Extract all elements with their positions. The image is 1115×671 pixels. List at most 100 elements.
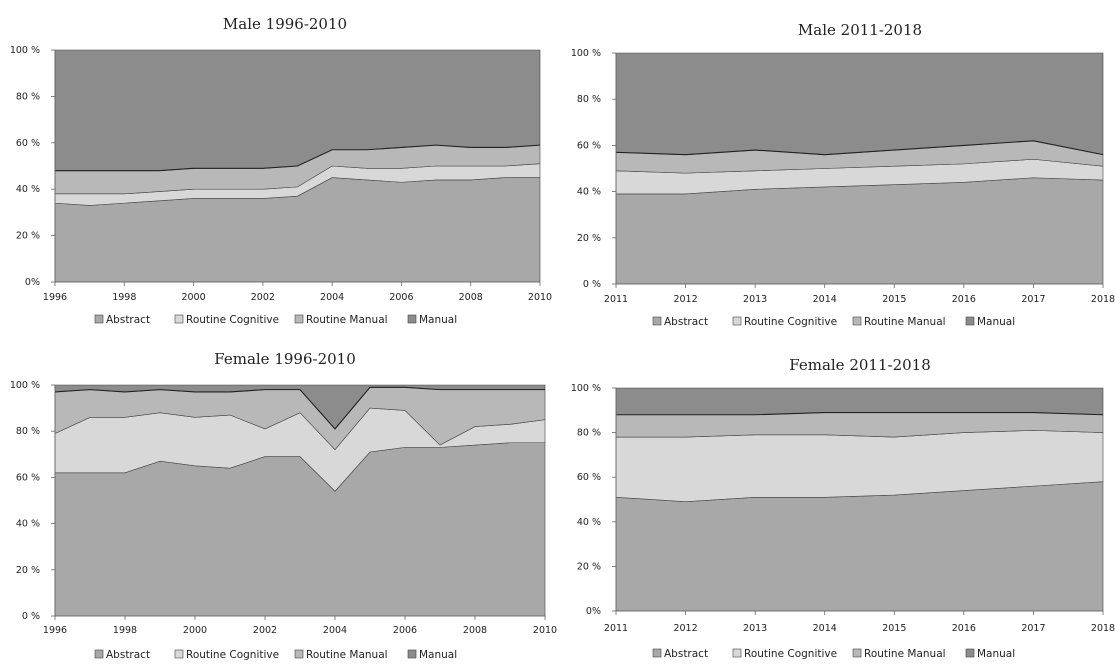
y-tick-label: 40 % [577, 187, 601, 198]
x-tick-label: 2015 [882, 294, 906, 305]
chart-male-1996-2010: Male 1996-2010 0% 20 % 40 % 60 % 80 % 100 % 199… [0, 0, 560, 335]
legend-swatch-routine-manual [852, 316, 862, 326]
legend-label-manual: Manual [977, 648, 1015, 660]
legend-label-abstract: Abstract [664, 648, 708, 660]
y-tick-label: 80 % [16, 91, 40, 102]
y-tick-label: 80 % [577, 94, 601, 105]
legend-label-manual: Manual [977, 316, 1015, 328]
x-tick-label: 2017 [1021, 294, 1045, 305]
x-tick-label: 2015 [882, 623, 906, 634]
legend-label-routine-manual: Routine Manual [864, 648, 946, 660]
legend-swatch-manual [407, 649, 417, 659]
legend-label-abstract: Abstract [664, 316, 708, 328]
area-manual [615, 52, 1104, 156]
series-boundary-line [615, 140, 1104, 156]
chart-title: Male 2011-2018 [798, 21, 922, 39]
x-tick-label: 2012 [673, 294, 697, 305]
x-tick-label: 2012 [673, 623, 697, 634]
x-tick-label: 2014 [813, 623, 837, 634]
x-tick-label: 2017 [1021, 623, 1045, 634]
y-tick-label: 0% [25, 277, 40, 288]
chart-female-1996-2010: Female 1996-2010 0 % 20 % 40 % 60 % 80 % 100 %… [0, 335, 560, 666]
legend-swatch-routine-cognitive [174, 649, 184, 659]
y-tick-label: 20 % [577, 233, 601, 244]
legend-swatch-manual [965, 316, 975, 326]
legend-swatch-abstract [94, 314, 104, 324]
legend-label-routine-cognitive: Routine Cognitive [186, 649, 279, 661]
legend-swatch-abstract [94, 649, 104, 659]
x-tick-label: 2004 [320, 292, 344, 303]
legend-label-routine-manual: Routine Manual [306, 649, 388, 661]
y-tick-label: 60 % [16, 138, 40, 149]
y-tick-label: 0 % [22, 611, 40, 622]
area-manual [615, 387, 1104, 416]
x-tick-label: 2008 [459, 292, 483, 303]
y-tick-label: 20 % [577, 561, 601, 572]
x-tick-label: 1996 [43, 292, 67, 303]
x-tick-label: 2018 [1091, 294, 1115, 305]
x-tick-label: 2011 [604, 294, 628, 305]
x-tick-label: 2011 [604, 623, 628, 634]
y-tick-label: 60 % [577, 140, 601, 151]
x-tick-label: 2016 [952, 623, 976, 634]
x-tick-label: 1996 [43, 625, 67, 636]
chart-title: Male 1996-2010 [223, 15, 347, 33]
chart-svg: Female 1996-2010 0 % 20 % 40 % 60 % 80 % 100 %… [10, 350, 557, 661]
legend-swatch-routine-manual [294, 314, 304, 324]
y-tick-label: 0 % [583, 279, 601, 290]
chart-svg: Male 1996-2010 0% 20 % 40 % 60 % 80 % 100 % 199… [10, 15, 552, 326]
legend-label-routine-manual: Routine Manual [306, 314, 388, 326]
legend-swatch-manual [965, 648, 975, 658]
series-boundary-line [616, 411, 1104, 416]
chart-svg: Female 2011-2018 0% 20 % 40 % 60 % 80 % 100 % 2… [571, 356, 1115, 660]
y-tick-label: 100 % [571, 383, 601, 394]
x-tick-label: 2006 [393, 625, 417, 636]
x-tick-label: 2002 [251, 292, 275, 303]
series-boundary-line [55, 144, 541, 172]
x-tick-label: 2006 [389, 292, 413, 303]
x-tick-label: 2013 [743, 294, 767, 305]
y-tick-label: 0% [586, 606, 601, 617]
x-tick-label: 2004 [323, 625, 347, 636]
x-tick-label: 1998 [112, 292, 136, 303]
legend-label-routine-cognitive: Routine Cognitive [744, 316, 837, 328]
chart-title: Female 2011-2018 [789, 356, 931, 374]
y-tick-label: 60 % [16, 472, 40, 483]
y-tick-label: 100 % [571, 48, 601, 59]
x-tick-label: 2002 [253, 625, 277, 636]
series-boundary-line [54, 386, 545, 430]
chart-male-2011-2018: Male 2011-2018 0 % 20 % 40 % 60 % 80 % 100 % 20… [560, 0, 1115, 335]
legend-label-abstract: Abstract [106, 314, 150, 326]
legend-swatch-routine-manual [852, 648, 862, 658]
legend-swatch-routine-cognitive [732, 648, 742, 658]
chart-svg: Male 2011-2018 0 % 20 % 40 % 60 % 80 % 100 % 20… [571, 21, 1115, 328]
x-tick-label: 2010 [533, 625, 557, 636]
y-tick-label: 80 % [16, 426, 40, 437]
x-tick-label: 2016 [952, 294, 976, 305]
y-tick-label: 60 % [577, 472, 601, 483]
x-tick-label: 2013 [743, 623, 767, 634]
legend-swatch-routine-cognitive [732, 316, 742, 326]
chart-title: Female 1996-2010 [214, 350, 356, 368]
x-tick-label: 2014 [813, 294, 837, 305]
y-tick-label: 100 % [10, 380, 40, 391]
y-tick-label: 100 % [10, 45, 40, 56]
legend-label-routine-cognitive: Routine Cognitive [186, 314, 279, 326]
y-tick-label: 40 % [16, 184, 40, 195]
y-tick-label: 80 % [577, 428, 601, 439]
legend-label-routine-manual: Routine Manual [864, 316, 946, 328]
legend-label-routine-cognitive: Routine Cognitive [744, 648, 837, 660]
y-tick-label: 20 % [16, 231, 40, 242]
legend-swatch-manual [407, 314, 417, 324]
x-tick-label: 2010 [528, 292, 552, 303]
legend-swatch-abstract [652, 648, 662, 658]
legend-label-manual: Manual [419, 649, 457, 661]
x-tick-label: 2000 [183, 625, 207, 636]
legend-swatch-abstract [652, 316, 662, 326]
legend-swatch-routine-cognitive [174, 314, 184, 324]
legend-label-manual: Manual [419, 314, 457, 326]
y-tick-label: 20 % [16, 565, 40, 576]
legend-label-abstract: Abstract [106, 649, 150, 661]
legend-swatch-routine-manual [294, 649, 304, 659]
x-tick-label: 1998 [113, 625, 137, 636]
